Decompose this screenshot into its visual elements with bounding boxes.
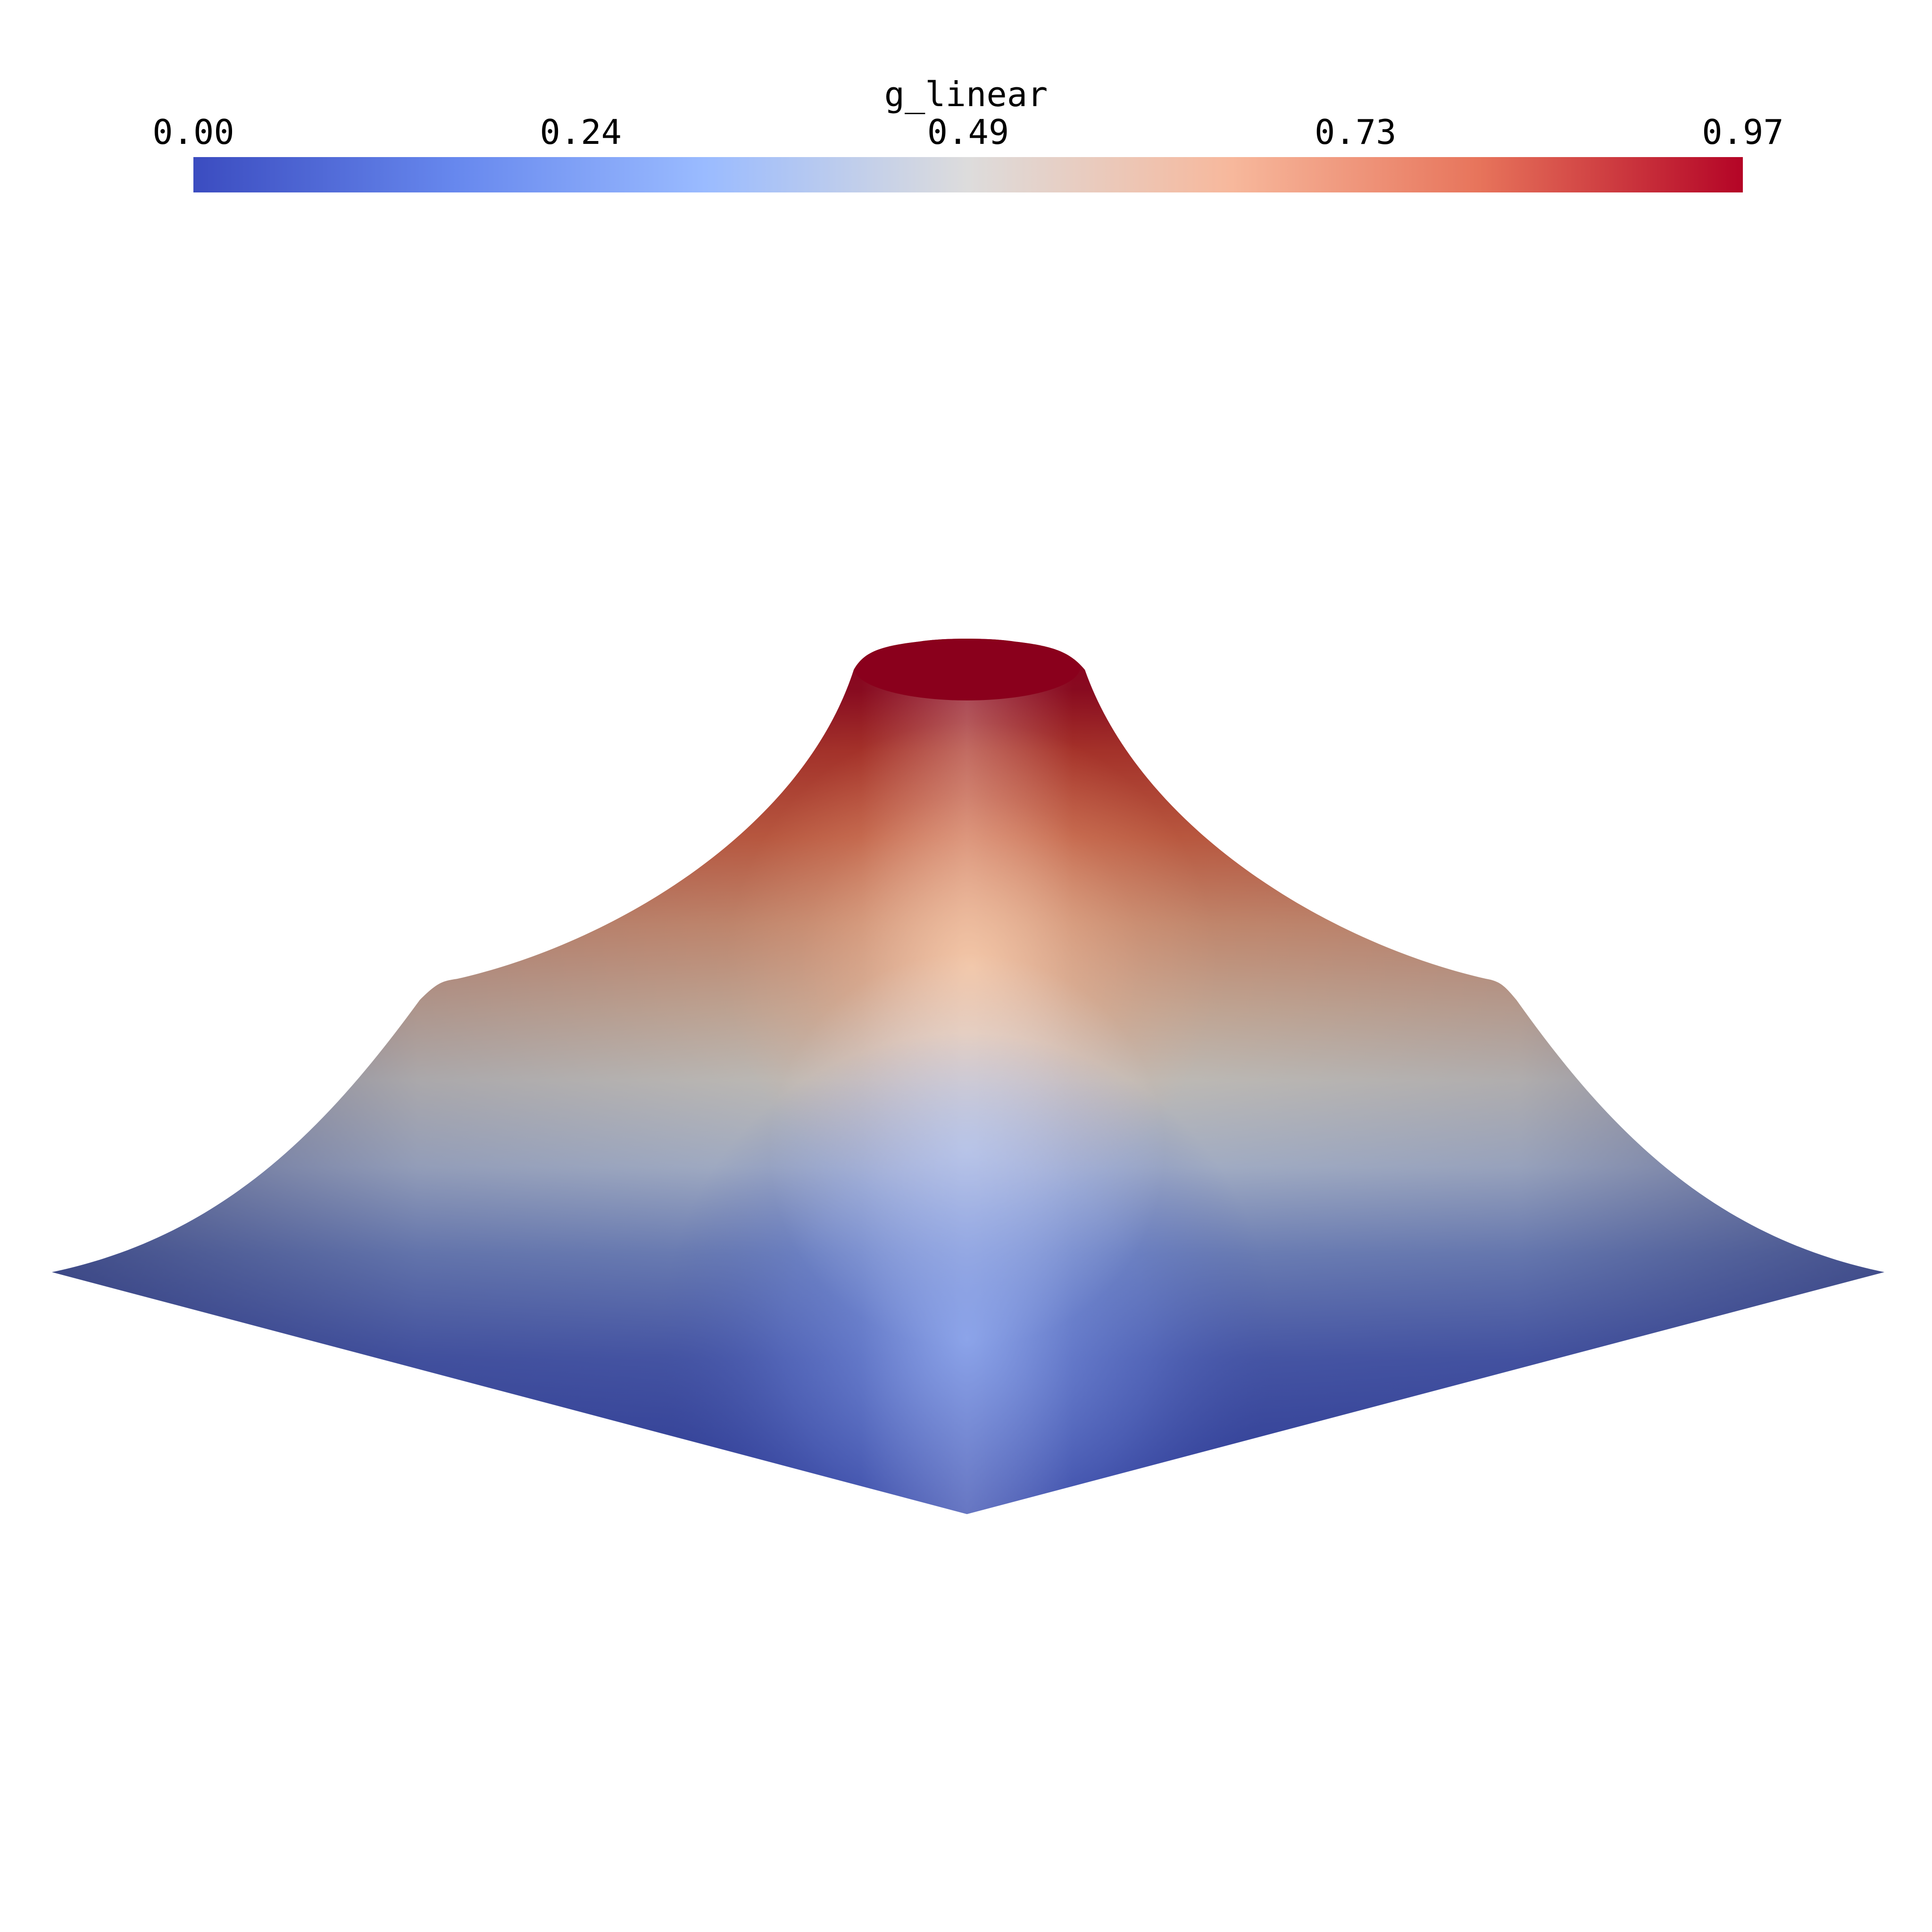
colorbar-gradient bbox=[193, 157, 1743, 192]
colorbar: g_linear 0.00 0.24 0.49 0.73 0.97 bbox=[152, 75, 1784, 192]
colorbar-tick-label: 0.00 bbox=[152, 112, 234, 152]
colorbar-tick-label: 0.24 bbox=[540, 112, 622, 152]
summit-cap bbox=[854, 639, 1080, 700]
surface bbox=[52, 639, 1884, 1514]
colorbar-title: g_linear bbox=[884, 75, 1048, 114]
colorbar-tick-label: 0.73 bbox=[1315, 112, 1396, 152]
colorbar-tick-label: 0.49 bbox=[927, 112, 1009, 152]
colorbar-ticks: 0.00 0.24 0.49 0.73 0.97 bbox=[152, 112, 1783, 152]
colorbar-tick-label: 0.97 bbox=[1702, 112, 1783, 152]
